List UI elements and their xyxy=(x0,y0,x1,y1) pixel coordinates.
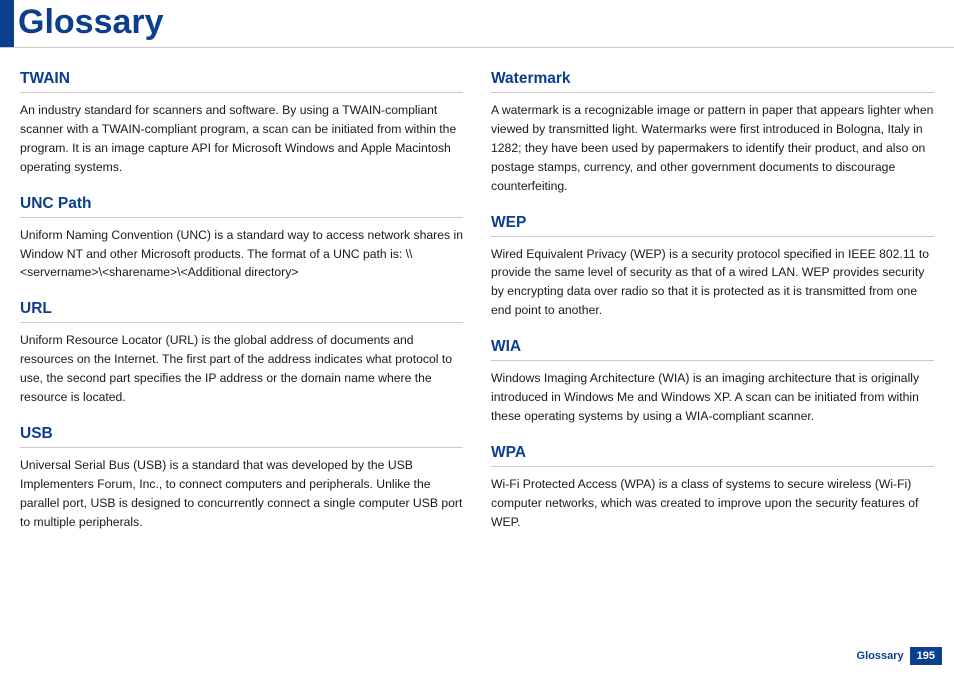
glossary-term: TWAIN xyxy=(20,70,463,93)
glossary-entry: TWAIN An industry standard for scanners … xyxy=(20,70,463,177)
glossary-definition: Uniform Resource Locator (URL) is the gl… xyxy=(20,331,463,407)
page-title: Glossary xyxy=(14,0,164,47)
glossary-entry: URL Uniform Resource Locator (URL) is th… xyxy=(20,300,463,407)
glossary-term: WEP xyxy=(491,214,934,237)
glossary-term: WPA xyxy=(491,444,934,467)
glossary-term: USB xyxy=(20,425,463,448)
glossary-term: URL xyxy=(20,300,463,323)
glossary-entry: WEP Wired Equivalent Privacy (WEP) is a … xyxy=(491,214,934,321)
glossary-term: WIA xyxy=(491,338,934,361)
glossary-entry: Watermark A watermark is a recognizable … xyxy=(491,70,934,196)
glossary-definition: A watermark is a recognizable image or p… xyxy=(491,101,934,196)
glossary-definition: Wired Equivalent Privacy (WEP) is a secu… xyxy=(491,245,934,321)
glossary-definition: Windows Imaging Architecture (WIA) is an… xyxy=(491,369,934,426)
glossary-entry: UNC Path Uniform Naming Convention (UNC)… xyxy=(20,195,463,283)
footer-page-number: 195 xyxy=(910,647,942,665)
glossary-term: Watermark xyxy=(491,70,934,93)
page-footer: Glossary 195 xyxy=(857,647,942,665)
glossary-entry: USB Universal Serial Bus (USB) is a stan… xyxy=(20,425,463,532)
glossary-definition: Uniform Naming Convention (UNC) is a sta… xyxy=(20,226,463,283)
header-accent-bar xyxy=(0,0,14,47)
footer-section-label: Glossary xyxy=(857,650,904,662)
left-column: TWAIN An industry standard for scanners … xyxy=(20,70,463,550)
glossary-term: UNC Path xyxy=(20,195,463,218)
glossary-definition: An industry standard for scanners and so… xyxy=(20,101,463,177)
right-column: Watermark A watermark is a recognizable … xyxy=(491,70,934,550)
glossary-entry: WIA Windows Imaging Architecture (WIA) i… xyxy=(491,338,934,426)
glossary-entry: WPA Wi-Fi Protected Access (WPA) is a cl… xyxy=(491,444,934,532)
glossary-definition: Wi-Fi Protected Access (WPA) is a class … xyxy=(491,475,934,532)
content-columns: TWAIN An industry standard for scanners … xyxy=(0,48,954,550)
glossary-definition: Universal Serial Bus (USB) is a standard… xyxy=(20,456,463,532)
page-header: Glossary xyxy=(0,0,954,48)
